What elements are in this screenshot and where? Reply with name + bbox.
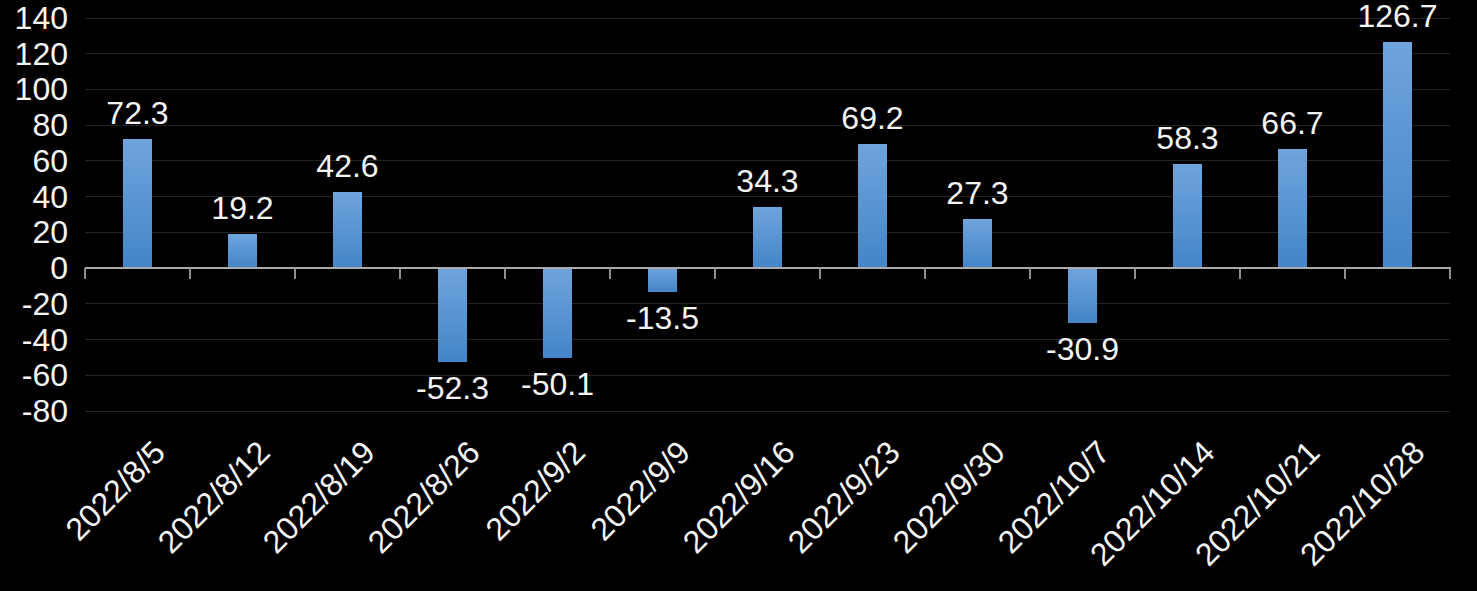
- x-axis-tick-mark: [504, 268, 506, 279]
- data-label: 126.7: [1278, 0, 1477, 37]
- data-label: 42.6: [228, 145, 468, 187]
- x-axis-tick-mark: [84, 268, 86, 279]
- x-axis-tick-mark: [399, 268, 401, 279]
- x-axis-tick-mark: [819, 268, 821, 279]
- data-label: -30.9: [963, 328, 1203, 370]
- x-axis-label-text: 2022/8/26: [361, 434, 487, 560]
- y-axis-tick-label: -60: [0, 355, 68, 395]
- gridline: [85, 375, 1450, 376]
- x-axis-label-text: 2022/9/23: [781, 434, 907, 560]
- gridline: [85, 53, 1450, 54]
- y-axis-tick-label: -20: [0, 284, 68, 324]
- y-axis-tick-label: 20: [0, 212, 68, 252]
- y-axis-tick-label: -80: [0, 391, 68, 431]
- data-label: 34.3: [648, 160, 888, 202]
- bar[interactable]: [1278, 149, 1307, 268]
- y-axis-tick-label: -40: [0, 320, 68, 360]
- x-axis-label-text: 2022/9/16: [676, 434, 802, 560]
- bar[interactable]: [648, 268, 677, 292]
- data-label: 69.2: [753, 97, 993, 139]
- x-axis-tick-mark: [189, 268, 191, 279]
- bar[interactable]: [228, 234, 257, 268]
- x-axis-label-text: 2022/9/30: [886, 434, 1012, 560]
- y-axis-tick-label: 40: [0, 177, 68, 217]
- bar[interactable]: [438, 268, 467, 361]
- bar[interactable]: [753, 207, 782, 268]
- bar[interactable]: [1173, 164, 1202, 268]
- y-axis-tick-label: 0: [0, 248, 68, 288]
- y-axis-tick-label: 120: [0, 34, 68, 74]
- x-axis-tick-mark: [609, 268, 611, 279]
- data-label: -13.5: [543, 297, 783, 339]
- data-label: -50.1: [438, 363, 678, 405]
- x-axis-tick-mark: [294, 268, 296, 279]
- gridline: [85, 89, 1450, 90]
- x-axis-tick-mark: [1239, 268, 1241, 279]
- x-axis-tick-mark: [1134, 268, 1136, 279]
- y-axis-tick-label: 60: [0, 141, 68, 181]
- x-axis-tick-mark: [1344, 268, 1346, 279]
- x-axis-tick-mark: [924, 268, 926, 279]
- gridline: [85, 18, 1450, 19]
- x-axis-label-text: 2022/8/19: [256, 434, 382, 560]
- gridline: [85, 411, 1450, 412]
- x-axis-tick-mark: [714, 268, 716, 279]
- bar-chart: 140120100806040200-20-40-60-80 72.319.24…: [0, 0, 1477, 591]
- bar[interactable]: [1383, 42, 1412, 268]
- data-label: 19.2: [123, 187, 363, 229]
- x-axis-tick-mark: [1449, 268, 1451, 279]
- data-label: 72.3: [18, 92, 258, 134]
- x-axis-line: [85, 267, 1451, 269]
- x-axis-tick-mark: [1029, 268, 1031, 279]
- bar[interactable]: [1068, 268, 1097, 323]
- bar[interactable]: [963, 219, 992, 268]
- y-axis-tick-label: 140: [0, 0, 68, 38]
- data-label: 66.7: [1173, 102, 1413, 144]
- data-label: 27.3: [858, 172, 1098, 214]
- x-axis-label-text: 2022/9/2: [478, 434, 592, 548]
- x-axis-label-text: 2022/8/12: [151, 434, 277, 560]
